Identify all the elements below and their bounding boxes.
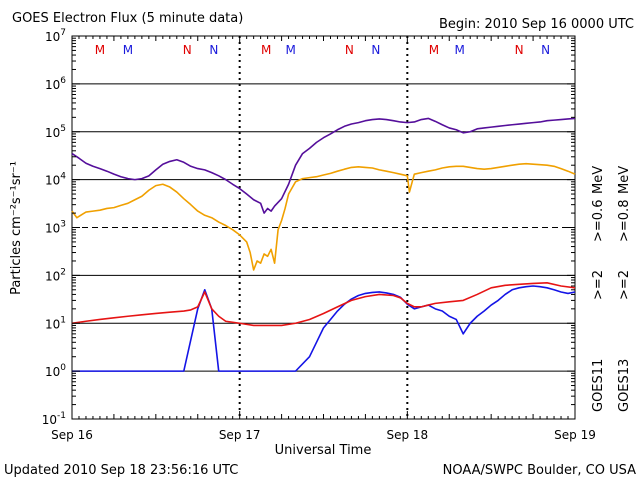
legend: GOES11 >=2 >=0.6 MeV GOES13 >=2 >=0.8 Me… [591,166,632,412]
x-tick-label-0: Sep 16 [51,428,93,442]
day-boundary-dashes [238,36,409,419]
horizontal-gridlines [72,83,575,372]
x-axis-label: Universal Time [275,443,372,458]
marker-0: M [95,43,105,57]
marker-2: N [183,43,192,57]
marker-10: N [515,43,524,57]
footer-updated: Updated 2010 Sep 18 23:56:16 UTC [4,463,238,478]
begin-label: Begin: 2010 Sep 16 0000 UTC [439,17,634,32]
y-tick-label-5: 102 [45,267,66,283]
y-tick-label-7: 100 [45,363,66,379]
legend-goes13-e08: >=0.8 [617,200,632,242]
marker-3: N [209,43,218,57]
marker-11: N [541,43,550,57]
series-line-0 [71,117,576,214]
y-axis-ticks: 107 106 105 104 103 102 101 100 10-1 [42,28,575,427]
marker-9: M [455,43,465,57]
footer-source: NOAA/SWPC Boulder, CO USA [443,463,636,478]
marker-7: N [371,43,380,57]
series-group [71,117,576,372]
legend-unit-1: MeV [591,166,606,194]
x-tick-label-1: Sep 17 [219,428,261,442]
y-tick-label-4: 103 [45,220,66,236]
y-axis-label: Particles cm⁻²s⁻¹sr⁻¹ [9,161,24,295]
y-tick-label-3: 104 [45,172,66,188]
legend-goes11: GOES11 [591,359,606,412]
y-tick-label-1: 106 [45,76,66,92]
legend-goes13: GOES13 [617,359,632,412]
marker-6: N [345,43,354,57]
series-line-2 [72,285,576,372]
series-line-1 [71,162,576,271]
marker-4: M [261,43,271,57]
y-tick-label-6: 101 [45,315,66,331]
legend-goes13-e2: >=2 [617,270,632,300]
y-tick-label-0: 107 [45,28,66,44]
x-tick-label-3: Sep 19 [554,428,596,442]
marker-8: M [429,43,439,57]
y-tick-label-2: 105 [45,124,66,140]
x-tick-label-2: Sep 18 [386,428,428,442]
y-tick-label-8: 10-1 [42,411,66,427]
x-axis-ticks: Sep 16 Sep 17 Sep 18 Sep 19 [51,36,596,442]
legend-goes11-e06: >=0.6 [591,200,606,242]
marker-5: M [285,43,295,57]
legend-unit-2: MeV [617,166,632,194]
series-line-3 [71,281,576,327]
chart-title: GOES Electron Flux (5 minute data) [12,11,243,26]
marker-1: M [123,43,133,57]
legend-goes11-e2: >=2 [591,270,606,300]
